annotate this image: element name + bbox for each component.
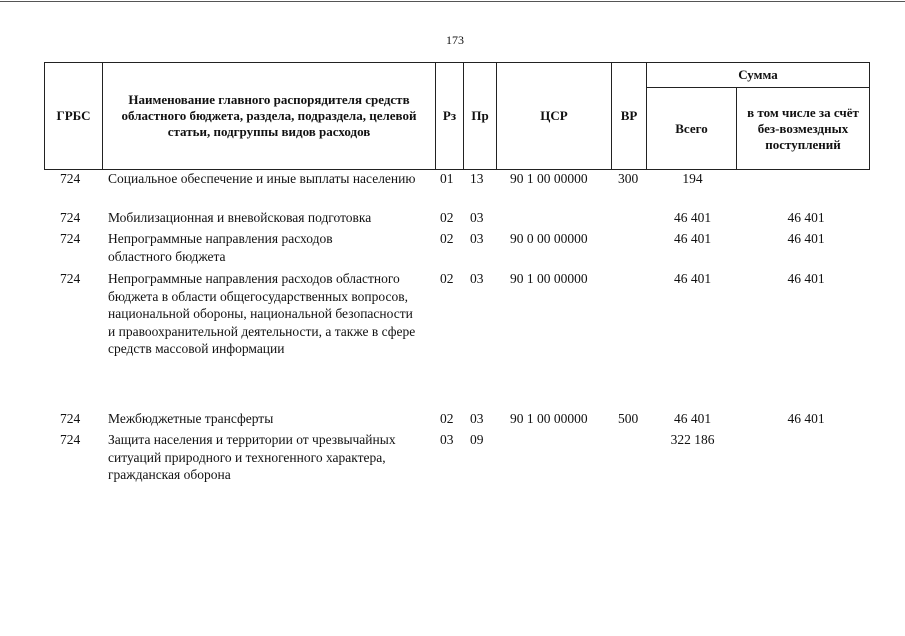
- table-header: ГРБС Наименование главного распорядителя…: [44, 62, 870, 170]
- header-rz: Рз: [435, 62, 464, 170]
- cell-total: 322 186: [670, 432, 715, 447]
- cell-free: 46 401: [787, 210, 825, 225]
- cell-free: 46 401: [787, 231, 825, 246]
- cell-rz: 02: [440, 411, 454, 426]
- cell-total: 194: [682, 171, 703, 186]
- cell-rz: 02: [440, 231, 454, 246]
- cell-csr: 90 1 00 00000: [510, 171, 588, 186]
- cell-vr: 500: [618, 411, 639, 426]
- cell-total: 46 401: [673, 210, 712, 225]
- cell-pr: 03: [470, 231, 484, 246]
- header-grbs: ГРБС: [44, 62, 103, 170]
- cell-grbs: 724: [60, 171, 81, 186]
- header-sum: Сумма: [646, 62, 870, 88]
- header-free: в том числе за счёт без-возмездных посту…: [736, 87, 870, 170]
- cell-rz: 01: [440, 171, 454, 186]
- cell-name: Защита населения и территории от чрезвыч…: [108, 432, 396, 482]
- header-total: Всего: [646, 87, 737, 170]
- header-vr: ВР: [611, 62, 647, 170]
- cell-rz: 02: [440, 210, 454, 225]
- cell-rz: 02: [440, 271, 454, 286]
- cell-rz: 03: [440, 432, 454, 447]
- cell-pr: 03: [470, 271, 484, 286]
- cell-free: 46 401: [787, 271, 825, 286]
- cell-free: 46 401: [787, 411, 825, 426]
- cell-csr: 90 1 00 00000: [510, 271, 588, 286]
- cell-pr: 09: [470, 432, 484, 447]
- cell-grbs: 724: [60, 210, 81, 225]
- cell-name: Межбюджетные трансферты: [108, 411, 274, 426]
- cell-pr: 13: [470, 171, 484, 186]
- header-pr: Пр: [463, 62, 497, 170]
- page-top-border: [0, 1, 905, 2]
- cell-grbs: 724: [60, 432, 81, 447]
- cell-name: Мобилизационная и вневойсковая подготовк…: [108, 210, 372, 225]
- cell-pr: 03: [470, 210, 484, 225]
- header-name: Наименование главного распорядителя сред…: [102, 62, 436, 170]
- cell-csr: 90 1 00 00000: [510, 411, 588, 426]
- cell-grbs: 724: [60, 271, 81, 286]
- cell-grbs: 724: [60, 231, 81, 246]
- cell-pr: 03: [470, 411, 484, 426]
- cell-name: Социальное обеспечение и иные выплаты на…: [108, 171, 416, 186]
- cell-name: Непрограммные направления расходов облас…: [108, 271, 416, 356]
- cell-grbs: 724: [60, 411, 81, 426]
- cell-vr: 300: [618, 171, 639, 186]
- cell-total: 46 401: [673, 271, 712, 286]
- cell-csr: 90 0 00 00000: [510, 231, 588, 246]
- page-number: 173: [446, 33, 464, 47]
- cell-name: Непрограммные направления расходов облас…: [108, 231, 333, 264]
- header-csr: ЦСР: [496, 62, 612, 170]
- cell-total: 46 401: [673, 231, 712, 246]
- cell-total: 46 401: [673, 411, 712, 426]
